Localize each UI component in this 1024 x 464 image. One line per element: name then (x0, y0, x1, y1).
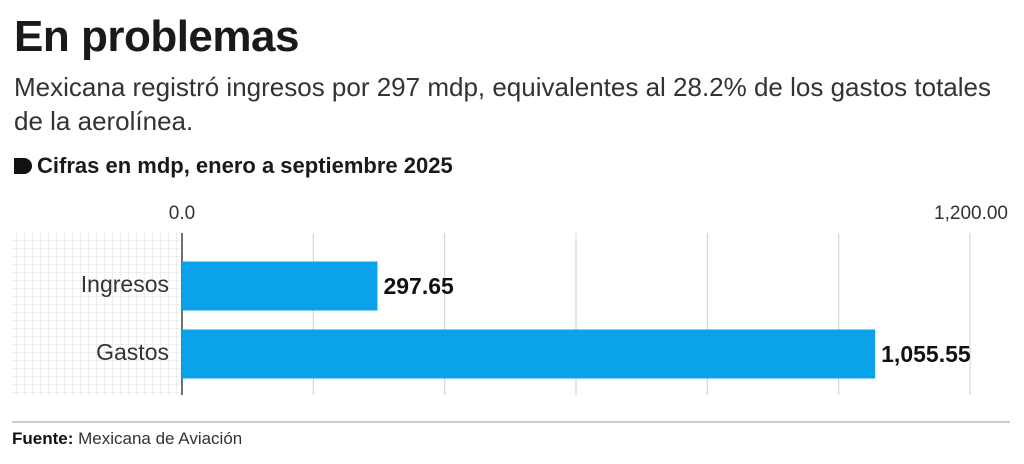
tag-icon (14, 158, 32, 174)
source: Fuente: Mexicana de Aviación (12, 429, 242, 449)
value-label: 1,055.55 (881, 341, 971, 367)
note: Cifras en mdp, enero a septiembre 2025 (14, 153, 453, 179)
source-text: Mexicana de Aviación (78, 429, 243, 448)
bar (182, 329, 876, 379)
y-tick-label: Ingresos (81, 271, 169, 297)
x-tick-label: 0.0 (169, 203, 195, 224)
bar (182, 261, 378, 311)
chart-subtitle: Mexicana registró ingresos por 297 mdp, … (14, 72, 992, 136)
chart-title: En problemas (14, 12, 299, 61)
x-tick-label: 1,200.00 (934, 203, 1008, 224)
label-panel (12, 233, 182, 395)
y-tick-label: Gastos (96, 339, 169, 365)
source-label: Fuente: (12, 429, 74, 448)
note-text: Cifras en mdp, enero a septiembre 2025 (37, 153, 453, 178)
value-label: 297.65 (383, 273, 454, 299)
